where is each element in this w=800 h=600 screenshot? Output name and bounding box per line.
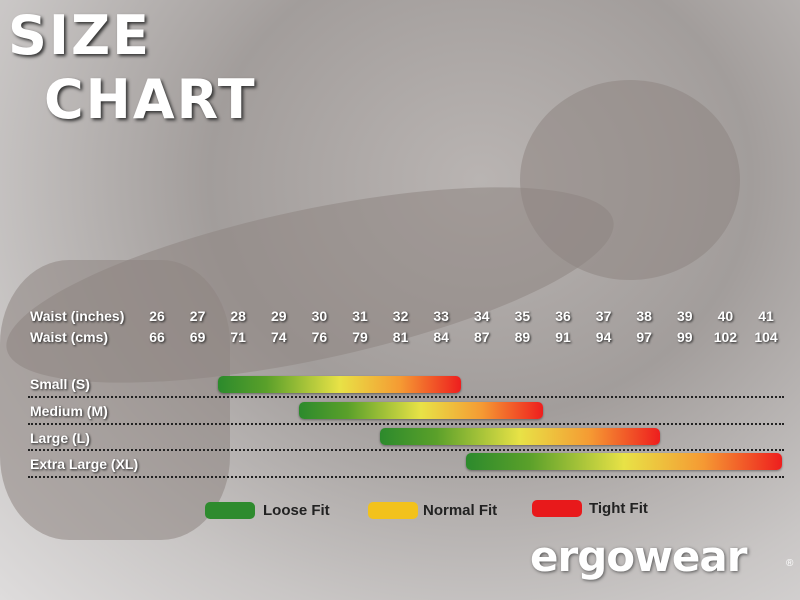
row-header-inches: Waist (inches) xyxy=(30,308,125,324)
tick-label-cms: 69 xyxy=(189,329,206,345)
tick-label-cms: 104 xyxy=(754,329,778,345)
tick-label-inches: 33 xyxy=(433,308,449,324)
tick-label-inches: 26 xyxy=(149,308,165,324)
tick-label-inches: 32 xyxy=(392,308,409,324)
legend-label-tight: Tight Fit xyxy=(589,500,648,517)
tick-label-inches: 41 xyxy=(758,308,774,324)
divider xyxy=(28,423,784,425)
tick-label-inches: 37 xyxy=(595,308,612,324)
legend-label-normal: Normal Fit xyxy=(423,502,498,519)
tick-label-inches: 39 xyxy=(677,308,693,324)
divider xyxy=(28,476,784,478)
tick-label-cms: 87 xyxy=(474,329,490,345)
tick-label-cms: 66 xyxy=(149,329,165,345)
size-range-bar xyxy=(380,428,661,445)
size-label-m: Medium (M) xyxy=(30,403,108,419)
legend-swatch-normal xyxy=(368,502,418,519)
chart-title: SIZE CHART xyxy=(8,4,257,132)
tick-label-inches: 29 xyxy=(271,308,287,324)
legend-swatch-tight xyxy=(532,500,582,517)
tick-label-cms: 91 xyxy=(555,329,571,345)
tick-label-cms: 74 xyxy=(271,329,287,345)
size-range-bar xyxy=(217,376,462,393)
tick-label-inches: 34 xyxy=(474,308,490,324)
tick-label-inches: 27 xyxy=(189,308,206,324)
tick-label-inches: 30 xyxy=(311,308,328,324)
tick-label-inches: 36 xyxy=(555,308,571,324)
tick-label-cms: 94 xyxy=(595,329,612,345)
tick-label-cms: 89 xyxy=(514,329,531,345)
size-label-l: Large (L) xyxy=(30,430,90,446)
tick-label-cms: 97 xyxy=(636,329,652,345)
registered-mark: ® xyxy=(786,558,794,569)
tick-label-cms: 84 xyxy=(433,329,449,345)
tick-label-cms: 99 xyxy=(677,329,693,345)
legend-label-loose: Loose Fit xyxy=(263,502,330,519)
divider xyxy=(28,449,784,451)
tick-label-cms: 79 xyxy=(352,329,368,345)
ergowear-logo: ergowear xyxy=(530,532,747,581)
tick-label-inches: 35 xyxy=(514,308,531,324)
size-label-s: Small (S) xyxy=(30,376,90,392)
tick-label-cms: 71 xyxy=(230,329,246,345)
tick-label-inches: 31 xyxy=(352,308,368,324)
tick-label-inches: 28 xyxy=(230,308,246,324)
tick-label-cms: 81 xyxy=(392,329,409,345)
legend-swatch-loose xyxy=(205,502,255,519)
size-range-bar xyxy=(299,402,543,419)
size-label-xl: Extra Large (XL) xyxy=(30,456,139,472)
tick-label-inches: 40 xyxy=(717,308,734,324)
size-range-bar xyxy=(465,453,783,470)
tick-label-cms: 76 xyxy=(311,329,328,345)
tick-label-cms: 102 xyxy=(713,329,738,345)
row-header-cms: Waist (cms) xyxy=(30,329,109,345)
divider xyxy=(28,396,784,398)
title-line-1: SIZE xyxy=(8,4,152,67)
title-line-2: CHART xyxy=(44,68,257,131)
tick-label-inches: 38 xyxy=(636,308,652,324)
